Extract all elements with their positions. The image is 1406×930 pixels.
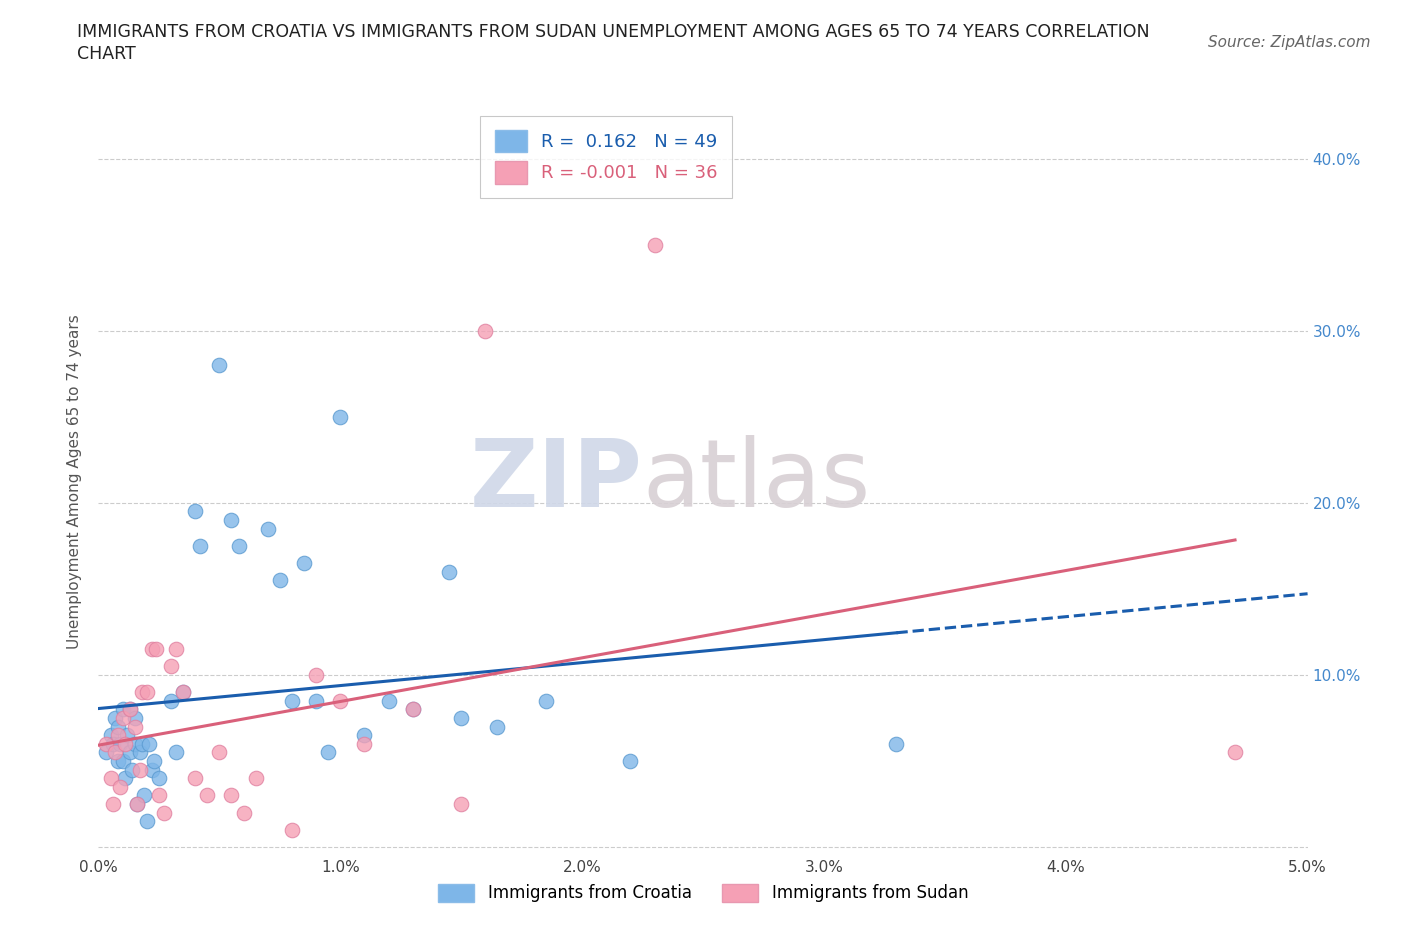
Point	[152, 805, 174, 820]
Point	[281, 693, 304, 708]
Text: Source: ZipAtlas.com: Source: ZipAtlas.com	[1208, 35, 1371, 50]
Point	[127, 796, 149, 811]
Point	[437, 565, 460, 579]
Point	[1223, 745, 1246, 760]
Point	[135, 814, 157, 829]
Point	[131, 737, 153, 751]
Point	[165, 745, 187, 760]
Point	[94, 745, 117, 760]
Point	[118, 702, 141, 717]
Point	[269, 573, 291, 588]
Point	[305, 668, 328, 683]
Point	[94, 737, 117, 751]
Point	[124, 711, 146, 725]
Point	[134, 788, 156, 803]
Point	[141, 642, 163, 657]
Point	[184, 504, 207, 519]
Point	[353, 727, 375, 742]
Point	[208, 745, 231, 760]
Point	[160, 658, 183, 673]
Point	[114, 771, 136, 786]
Point	[118, 745, 141, 760]
Point	[534, 693, 557, 708]
Point	[245, 771, 267, 786]
Point	[208, 358, 231, 373]
Point	[184, 771, 207, 786]
Text: atlas: atlas	[643, 435, 870, 527]
Text: ZIP: ZIP	[470, 435, 643, 527]
Point	[165, 642, 187, 657]
Point	[619, 753, 641, 768]
Point	[305, 693, 328, 708]
Point	[450, 796, 472, 811]
Legend: R =  0.162   N = 49, R = -0.001   N = 36: R = 0.162 N = 49, R = -0.001 N = 36	[479, 116, 733, 198]
Point	[107, 719, 129, 734]
Point	[329, 409, 352, 424]
Point	[111, 711, 134, 725]
Point	[138, 737, 160, 751]
Point	[107, 727, 129, 742]
Point	[128, 762, 150, 777]
Point	[228, 538, 250, 553]
Point	[111, 702, 134, 717]
Point	[256, 521, 278, 536]
Point	[141, 762, 163, 777]
Point	[108, 779, 131, 794]
Point	[117, 727, 139, 742]
Point	[111, 753, 134, 768]
Point	[486, 719, 509, 734]
Point	[128, 745, 150, 760]
Point	[104, 711, 127, 725]
Point	[131, 684, 153, 699]
Point	[292, 555, 315, 570]
Point	[402, 702, 425, 717]
Point	[101, 737, 124, 751]
Point	[101, 796, 124, 811]
Point	[114, 737, 136, 751]
Point	[172, 684, 194, 699]
Point	[281, 822, 304, 837]
Point	[886, 737, 908, 751]
Point	[232, 805, 254, 820]
Point	[121, 762, 143, 777]
Point	[172, 684, 194, 699]
Point	[377, 693, 399, 708]
Point	[329, 693, 352, 708]
Point	[148, 788, 170, 803]
Point	[221, 512, 243, 527]
Point	[104, 745, 127, 760]
Point	[145, 642, 167, 657]
Legend: Immigrants from Croatia, Immigrants from Sudan: Immigrants from Croatia, Immigrants from…	[429, 875, 977, 910]
Point	[148, 771, 170, 786]
Point	[135, 684, 157, 699]
Point	[124, 719, 146, 734]
Point	[188, 538, 211, 553]
Point	[353, 737, 375, 751]
Point	[402, 702, 425, 717]
Text: IMMIGRANTS FROM CROATIA VS IMMIGRANTS FROM SUDAN UNEMPLOYMENT AMONG AGES 65 TO 7: IMMIGRANTS FROM CROATIA VS IMMIGRANTS FR…	[77, 23, 1150, 41]
Point	[124, 737, 146, 751]
Text: CHART: CHART	[77, 45, 136, 62]
Point	[100, 771, 122, 786]
Point	[221, 788, 243, 803]
Point	[644, 237, 666, 252]
Point	[107, 753, 129, 768]
Y-axis label: Unemployment Among Ages 65 to 74 years: Unemployment Among Ages 65 to 74 years	[67, 314, 83, 648]
Point	[450, 711, 472, 725]
Point	[143, 753, 166, 768]
Point	[127, 796, 149, 811]
Point	[108, 737, 131, 751]
Point	[474, 324, 496, 339]
Point	[195, 788, 218, 803]
Point	[100, 727, 122, 742]
Point	[316, 745, 339, 760]
Point	[118, 702, 141, 717]
Point	[160, 693, 183, 708]
